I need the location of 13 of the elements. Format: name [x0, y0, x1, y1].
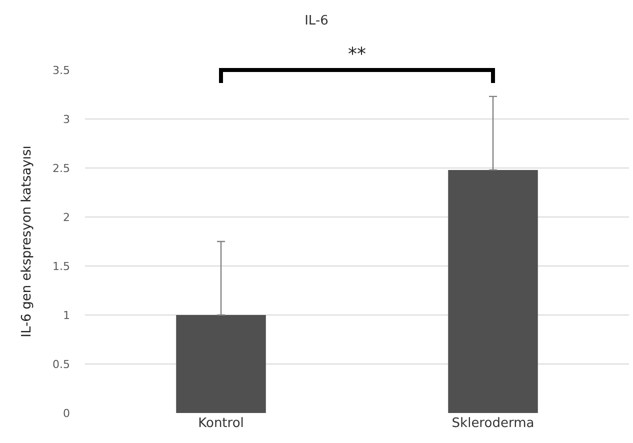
y-tick-label: 1: [63, 308, 70, 322]
y-tick-label: 1.5: [52, 260, 70, 273]
x-tick-label: Kontrol: [198, 416, 244, 431]
x-tick-label: Skleroderma: [452, 416, 534, 431]
text: **: [348, 44, 366, 65]
y-tick-label: 0: [63, 406, 70, 420]
y-tick-label: 3.5: [52, 64, 70, 77]
y-axis-title: IL-6 gen ekspresyon katsayısı: [19, 146, 34, 338]
y-tick-label: 2: [63, 210, 70, 224]
chart-title: IL-6: [304, 14, 328, 29]
y-tick-label: 0.5: [52, 358, 70, 371]
y-tick-label: 2.5: [52, 162, 70, 175]
y-tick-label: 3: [63, 112, 70, 126]
